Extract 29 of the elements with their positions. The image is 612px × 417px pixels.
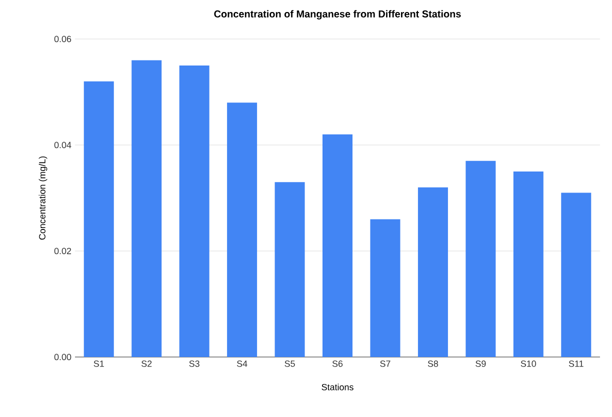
x-tick-label: S1: [94, 360, 104, 367]
bar: [179, 66, 210, 357]
chart-title: Concentration of Manganese from Different Stations: [214, 10, 461, 20]
bar: [132, 60, 162, 357]
y-tick-label: 0.04: [54, 142, 72, 148]
x-tick-label: S10: [520, 360, 536, 367]
bar: [466, 160, 496, 357]
bar: [513, 172, 544, 357]
x-tick-label: S7: [380, 360, 390, 367]
y-axis-title: Concentration (mg/L): [38, 156, 48, 240]
x-tick-label: S6: [332, 360, 343, 367]
bar: [274, 182, 305, 357]
x-tick-label: S3: [189, 360, 200, 367]
x-tick-label: S5: [284, 360, 295, 367]
x-axis-title: Stations: [322, 384, 354, 390]
y-tick-label: 0.06: [54, 36, 72, 42]
x-tick-label: S11: [568, 360, 584, 367]
x-tick-label: S2: [142, 360, 152, 367]
bar: [322, 134, 353, 357]
x-tick-label: S4: [236, 360, 248, 367]
x-tick-label: S8: [428, 360, 438, 367]
bar: [561, 192, 592, 357]
y-tick-label: 0.00: [54, 354, 72, 360]
y-tick-label: 0.02: [54, 248, 72, 254]
bar: [84, 81, 114, 357]
bar: [370, 219, 400, 357]
x-tick-label: S9: [476, 360, 486, 367]
bar: [227, 102, 258, 357]
bar: [418, 187, 448, 357]
